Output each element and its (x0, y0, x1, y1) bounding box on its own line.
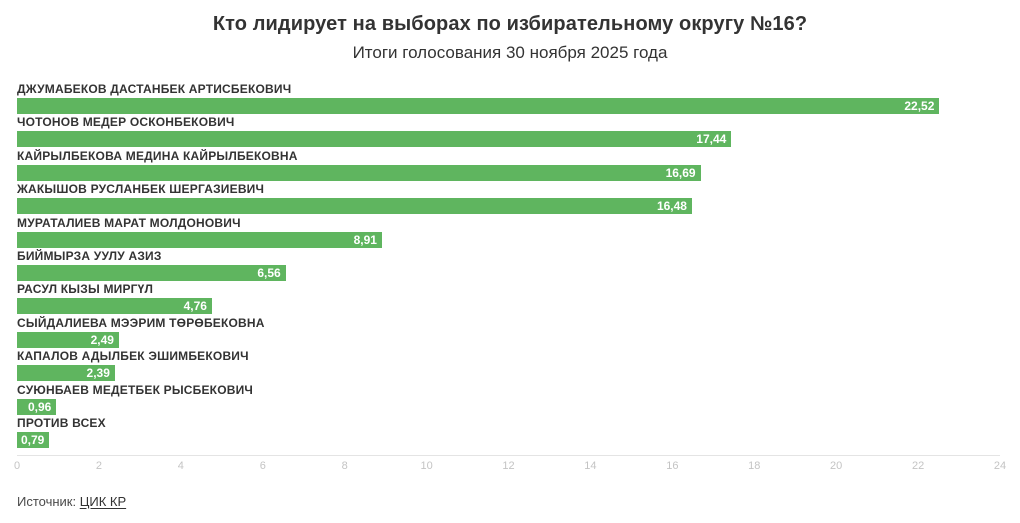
bar-row: РАСУЛ КЫЗЫ МИРГҮЛ 4,76 (17, 283, 1000, 316)
source-note: Источник: ЦИК КР (17, 494, 126, 509)
bar-track: 16,48 (17, 198, 1000, 215)
candidate-name: КАПАЛОВ АДЫЛБЕК ЭШИМБЕКОВИЧ (17, 349, 249, 364)
bar-track: 4,76 (17, 298, 1000, 315)
bar-row: СЫЙДАЛИЕВА МЭЭРИМ ТӨРӨБЕКОВНА 2,49 (17, 315, 1000, 350)
bar-value-label: 16,69 (665, 165, 696, 180)
bar-track: 2,49 (17, 331, 1000, 348)
source-link[interactable]: ЦИК КР (79, 494, 127, 509)
bar: 4,76 (17, 298, 212, 315)
candidate-name: СЫЙДАЛИЕВА МЭЭРИМ ТӨРӨБЕКОВНА (17, 315, 265, 330)
bar: 2,39 (17, 365, 115, 382)
candidate-name: СУЮНБАЕВ МЕДЕТБЕК РЫСБЕКОВИЧ (17, 382, 254, 397)
chart-title: Кто лидирует на выборах по избирательном… (212, 13, 808, 35)
bar: 16,69 (17, 164, 701, 181)
bar: 22,52 (17, 98, 940, 114)
candidate-name: ПРОТИВ ВСЕХ (17, 415, 106, 430)
bar-track: 6,56 (17, 264, 1000, 281)
bar-value-label: 16,48 (656, 199, 687, 214)
chart-subtitle: Итоги голосования 30 ноября 2025 года (352, 43, 668, 62)
candidate-name: ДЖУМАБЕКОВ ДАСТАНБЕК АРТИСБЕКОВИЧ (17, 82, 292, 96)
x-axis-tick-label: 4 (177, 460, 184, 472)
bar-value-label: 22,52 (904, 99, 935, 113)
bar-track: 16,69 (17, 164, 1000, 181)
candidate-name: МУРАТАЛИЕВ МАРАТ МОЛДОНОВИЧ (17, 215, 241, 230)
bar-track: 17,44 (17, 131, 1000, 148)
bar: 2,49 (17, 331, 119, 348)
bar-value-label: 6,56 (257, 265, 281, 280)
x-axis-tick-label: 24 (993, 460, 1007, 472)
bar: 16,48 (17, 198, 692, 215)
x-axis-tick-label: 10 (420, 460, 433, 472)
bar-value-label: 2,39 (86, 366, 110, 381)
bar-track: 0,96 (17, 398, 1000, 415)
x-axis-tick-label: 22 (911, 460, 925, 472)
candidate-name: РАСУЛ КЫЗЫ МИРГҮЛ (17, 282, 154, 297)
source-label: Источник: (17, 494, 77, 509)
x-axis-tick-label: 6 (259, 460, 266, 472)
bar-row: СУЮНБАЕВ МЕДЕТБЕК РЫСБЕКОВИЧ 0,96 (17, 382, 1000, 417)
x-axis-tick-label: 16 (666, 460, 679, 472)
x-axis-tick-label: 8 (341, 460, 348, 472)
bar-row: ЧОТОНОВ МЕДЕР ОСКОНБЕКОВИЧ 17,44 (17, 116, 1000, 149)
x-axis-tick-label: 20 (830, 460, 843, 472)
candidate-name: ЧОТОНОВ МЕДЕР ОСКОНБЕКОВИЧ (17, 115, 235, 130)
candidate-name: ЖАКЫШОВ РУСЛАНБЕК ШЕРГАЗИЕВИЧ (17, 182, 265, 197)
bar-value-label: 0,79 (20, 432, 45, 447)
bar-track: 8,91 (17, 231, 1000, 248)
bar: 17,44 (17, 131, 732, 148)
bar-track: 22,52 (17, 98, 1000, 114)
bar-value-label: 8,91 (353, 232, 377, 247)
x-axis-tick-label: 2 (95, 460, 102, 472)
bar-row: ЖАКЫШОВ РУСЛАНБЕК ШЕРГАЗИЕВИЧ 16,48 (17, 183, 1000, 216)
x-axis-tick-label: 18 (748, 460, 761, 472)
x-axis-tick-label: 0 (13, 460, 21, 472)
x-axis-line (17, 455, 1000, 456)
bar-row: БИЙМЫРЗА УУЛУ АЗИЗ 6,56 (17, 248, 1000, 283)
bar-value-label: 4,76 (183, 299, 207, 314)
bar-row: ПРОТИВ ВСЕХ 0,79 (17, 415, 1000, 450)
bar-row: ДЖУМАБЕКОВ ДАСТАНБЕК АРТИСБЕКОВИЧ 22,52 (17, 83, 1000, 116)
bar-row: КАЙРЫЛБЕКОВА МЕДИНА КАЙРЫЛБЕКОВНА 16,69 (17, 148, 1000, 183)
x-axis-tick-label: 14 (584, 460, 597, 472)
bar-value-label: 0,96 (27, 399, 52, 414)
bar: 6,56 (17, 264, 286, 281)
x-axis-tick-label: 12 (502, 460, 515, 472)
bar-track: 0,79 (17, 431, 1000, 448)
candidate-name: КАЙРЫЛБЕКОВА МЕДИНА КАЙРЫЛБЕКОВНА (17, 148, 298, 163)
bar: 0,79 (17, 431, 50, 448)
candidate-name: БИЙМЫРЗА УУЛУ АЗИЗ (17, 248, 162, 263)
bar: 8,91 (17, 231, 382, 248)
bar-value-label: 17,44 (696, 132, 727, 147)
plot-area: ДЖУМАБЕКОВ ДАСТАНБЕК АРТИСБЕКОВИЧ 22,52 ЧО… (17, 83, 1000, 450)
bar-track: 2,39 (17, 365, 1000, 382)
bar-row: МУРАТАЛИЕВ МАРАТ МОЛДОНОВИЧ 8,91 (17, 215, 1000, 250)
bar-value-label: 2,49 (90, 332, 114, 347)
bar: 0,96 (17, 398, 57, 415)
bar-row: КАПАЛОВ АДЫЛБЕК ЭШИМБЕКОВИЧ 2,39 (17, 350, 1000, 383)
